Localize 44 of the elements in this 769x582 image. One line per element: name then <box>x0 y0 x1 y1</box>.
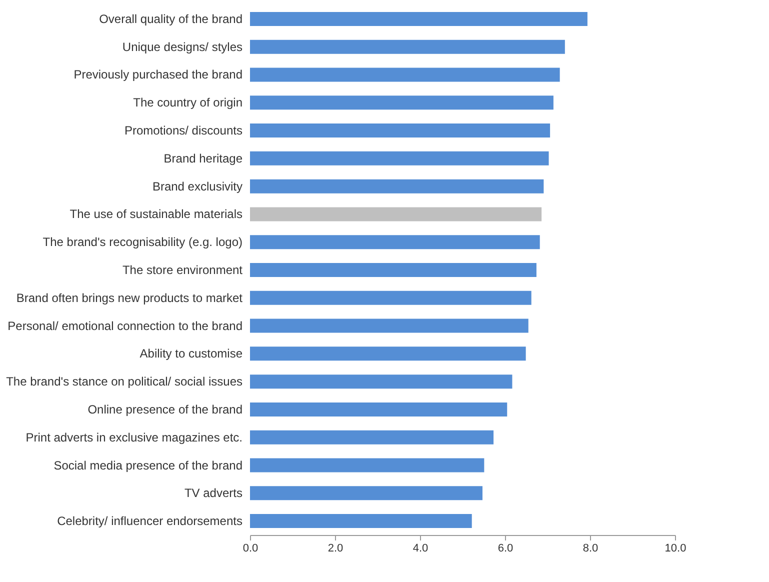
y-tick-label: The store environment <box>122 263 244 277</box>
bar <box>250 486 482 500</box>
x-tick-label: 6.0 <box>498 542 514 554</box>
y-tick-label: Ability to customise <box>140 346 243 361</box>
bar <box>250 124 550 138</box>
y-tick-label: The brand's recognisability (e.g. logo) <box>42 235 242 250</box>
y-tick-label: Overall quality of the brand <box>99 12 242 26</box>
y-tick-label: Social media presence of the brand <box>54 458 242 472</box>
bar <box>250 96 554 110</box>
y-tick-label: TV adverts <box>184 486 242 500</box>
bar <box>250 318 528 333</box>
bar <box>250 68 560 82</box>
bar <box>250 235 540 250</box>
x-tick-label: 2.0 <box>328 542 344 554</box>
bar <box>250 151 549 166</box>
y-tick-label: Unique designs/ styles <box>122 40 242 54</box>
bar <box>250 12 588 26</box>
y-tick-label: The country of origin <box>133 96 242 110</box>
bar <box>250 374 512 389</box>
y-tick-label: Celebrity/ influencer endorsements <box>57 514 242 528</box>
x-tick-label: 8.0 <box>582 542 598 554</box>
bar <box>250 402 508 416</box>
bar <box>250 430 494 444</box>
bar <box>250 290 532 305</box>
y-tick-label: Print adverts in exclusive magazines etc. <box>26 430 242 444</box>
bar <box>250 179 544 194</box>
bar <box>250 514 472 528</box>
y-tick-label: Promotions/ discounts <box>124 124 242 138</box>
bar <box>250 207 542 222</box>
y-tick-label: Online presence of the brand <box>88 402 242 416</box>
y-tick-label: Brand exclusivity <box>152 179 242 194</box>
x-tick-label: 0.0 <box>242 542 258 554</box>
x-tick-label: 4.0 <box>412 542 428 554</box>
x-tick-label: 10.0 <box>664 542 686 554</box>
bar <box>250 346 526 361</box>
bar <box>250 458 484 472</box>
y-tick-label: The use of sustainable materials <box>70 207 242 222</box>
y-tick-label: Previously purchased the brand <box>74 68 242 82</box>
y-tick-label: Brand often brings new products to market <box>16 290 244 305</box>
bar <box>250 263 536 277</box>
y-tick-label: Brand heritage <box>164 151 243 166</box>
bar <box>250 40 565 54</box>
y-tick-label: The brand's stance on political/ social issues <box>6 374 242 389</box>
y-tick-label: Personal/ emotional connection to the brand <box>8 318 242 333</box>
